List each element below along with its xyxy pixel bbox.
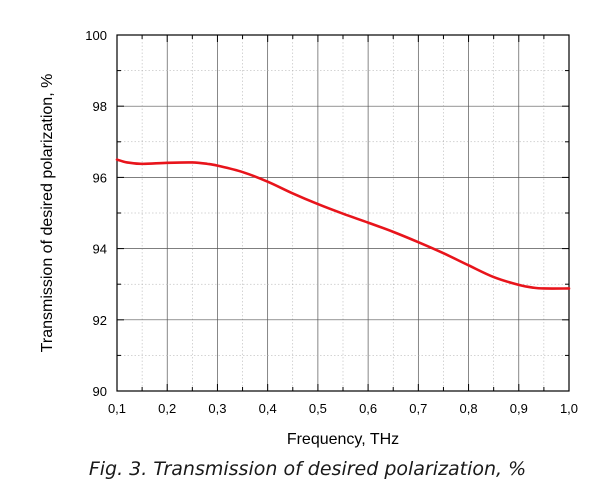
y-tick-labels: 90 92 94 96 98 100	[85, 28, 107, 399]
x-tick-label: 0,3	[208, 401, 226, 416]
y-tick-label: 96	[93, 170, 107, 185]
x-tick-label: 0,2	[158, 401, 176, 416]
figure-caption: Fig. 3. Transmission of desired polariza…	[88, 458, 527, 480]
x-tick-label: 0,5	[309, 401, 327, 416]
x-tick-label: 0,9	[510, 401, 528, 416]
series	[115, 158, 571, 290]
x-tick-labels: 0,1 0,2 0,3 0,4 0,5 0,6 0,7 0,8 0,9 1,0	[108, 401, 578, 416]
x-tick-label: 0,8	[460, 401, 478, 416]
y-tick-label: 98	[93, 99, 107, 114]
x-tick-label: 1,0	[560, 401, 578, 416]
x-tick-label: 0,4	[259, 401, 277, 416]
grid	[117, 35, 569, 391]
y-tick-label: 100	[85, 28, 107, 43]
x-axis-label: Frequency, THz	[287, 431, 399, 448]
ticks	[116, 34, 570, 392]
y-axis-label: Transmission of desired polarization, %	[39, 74, 56, 353]
series-line	[115, 158, 571, 290]
x-tick-label: 0,6	[359, 401, 377, 416]
x-tick-label: 0,1	[108, 401, 126, 416]
y-tick-label: 94	[93, 242, 107, 257]
x-tick-label: 0,7	[409, 401, 427, 416]
y-tick-label: 92	[93, 313, 107, 328]
y-tick-label: 90	[93, 384, 107, 399]
